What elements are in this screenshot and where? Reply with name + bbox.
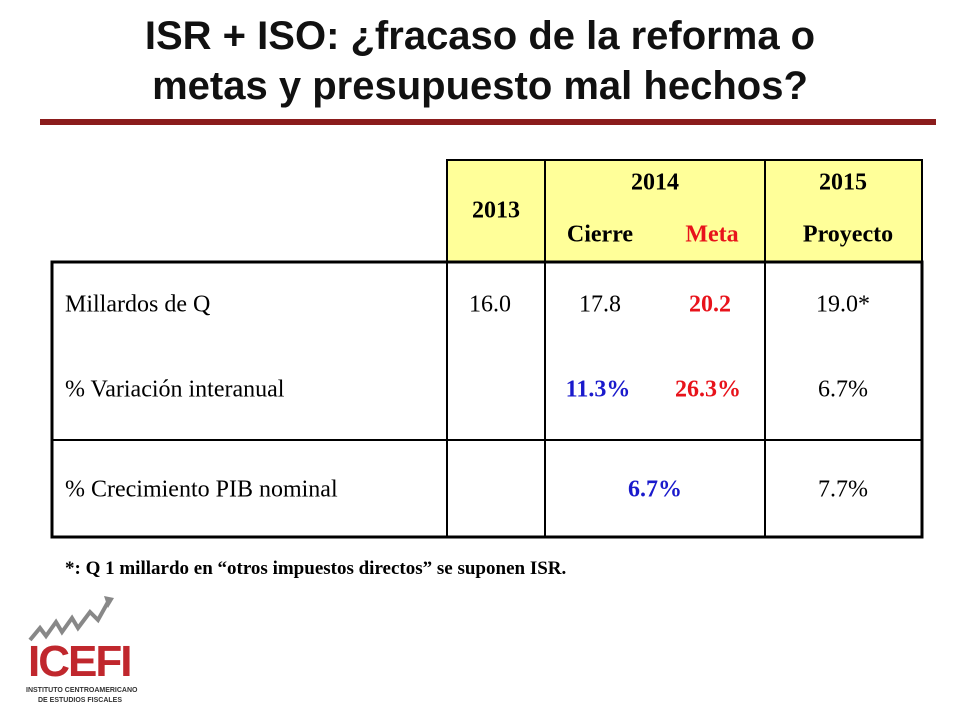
- title-line: ISR + ISO: ¿fracaso de la reforma o: [144, 14, 816, 58]
- row-label: % Variación interanual: [65, 376, 285, 403]
- header-cell: Meta: [685, 221, 739, 248]
- cell: 19.0*: [816, 291, 870, 318]
- header-cell: Proyecto: [802, 221, 894, 248]
- footnote: *: Q 1 millardo en “otros impuestos dire…: [65, 558, 567, 579]
- logo-text: DE ESTUDIOS FISCALES: [38, 697, 123, 704]
- logo-name: ICEFI: [28, 637, 132, 686]
- cell: 16.0: [469, 291, 511, 318]
- header-cell: 2013: [472, 197, 520, 224]
- cell: 26.3%: [675, 376, 741, 403]
- cell: 6.7%: [628, 476, 682, 503]
- cell: 11.3%: [565, 376, 631, 403]
- header-cell: 2014: [631, 169, 679, 196]
- cell: 7.7%: [818, 476, 868, 503]
- header-cell: Cierre: [566, 221, 634, 248]
- cell: 6.7%: [818, 376, 868, 403]
- header-cell: 2015: [819, 169, 867, 196]
- row-label: Millardos de Q: [65, 291, 211, 318]
- logo-text: INSTITUTO CENTROAMERICANO: [26, 687, 138, 694]
- cell: 17.8: [579, 291, 621, 318]
- title-line: metas y presupuesto mal hechos?: [152, 64, 808, 108]
- row-label: % Crecimiento PIB nominal: [65, 476, 338, 503]
- cell: 20.2: [689, 291, 731, 318]
